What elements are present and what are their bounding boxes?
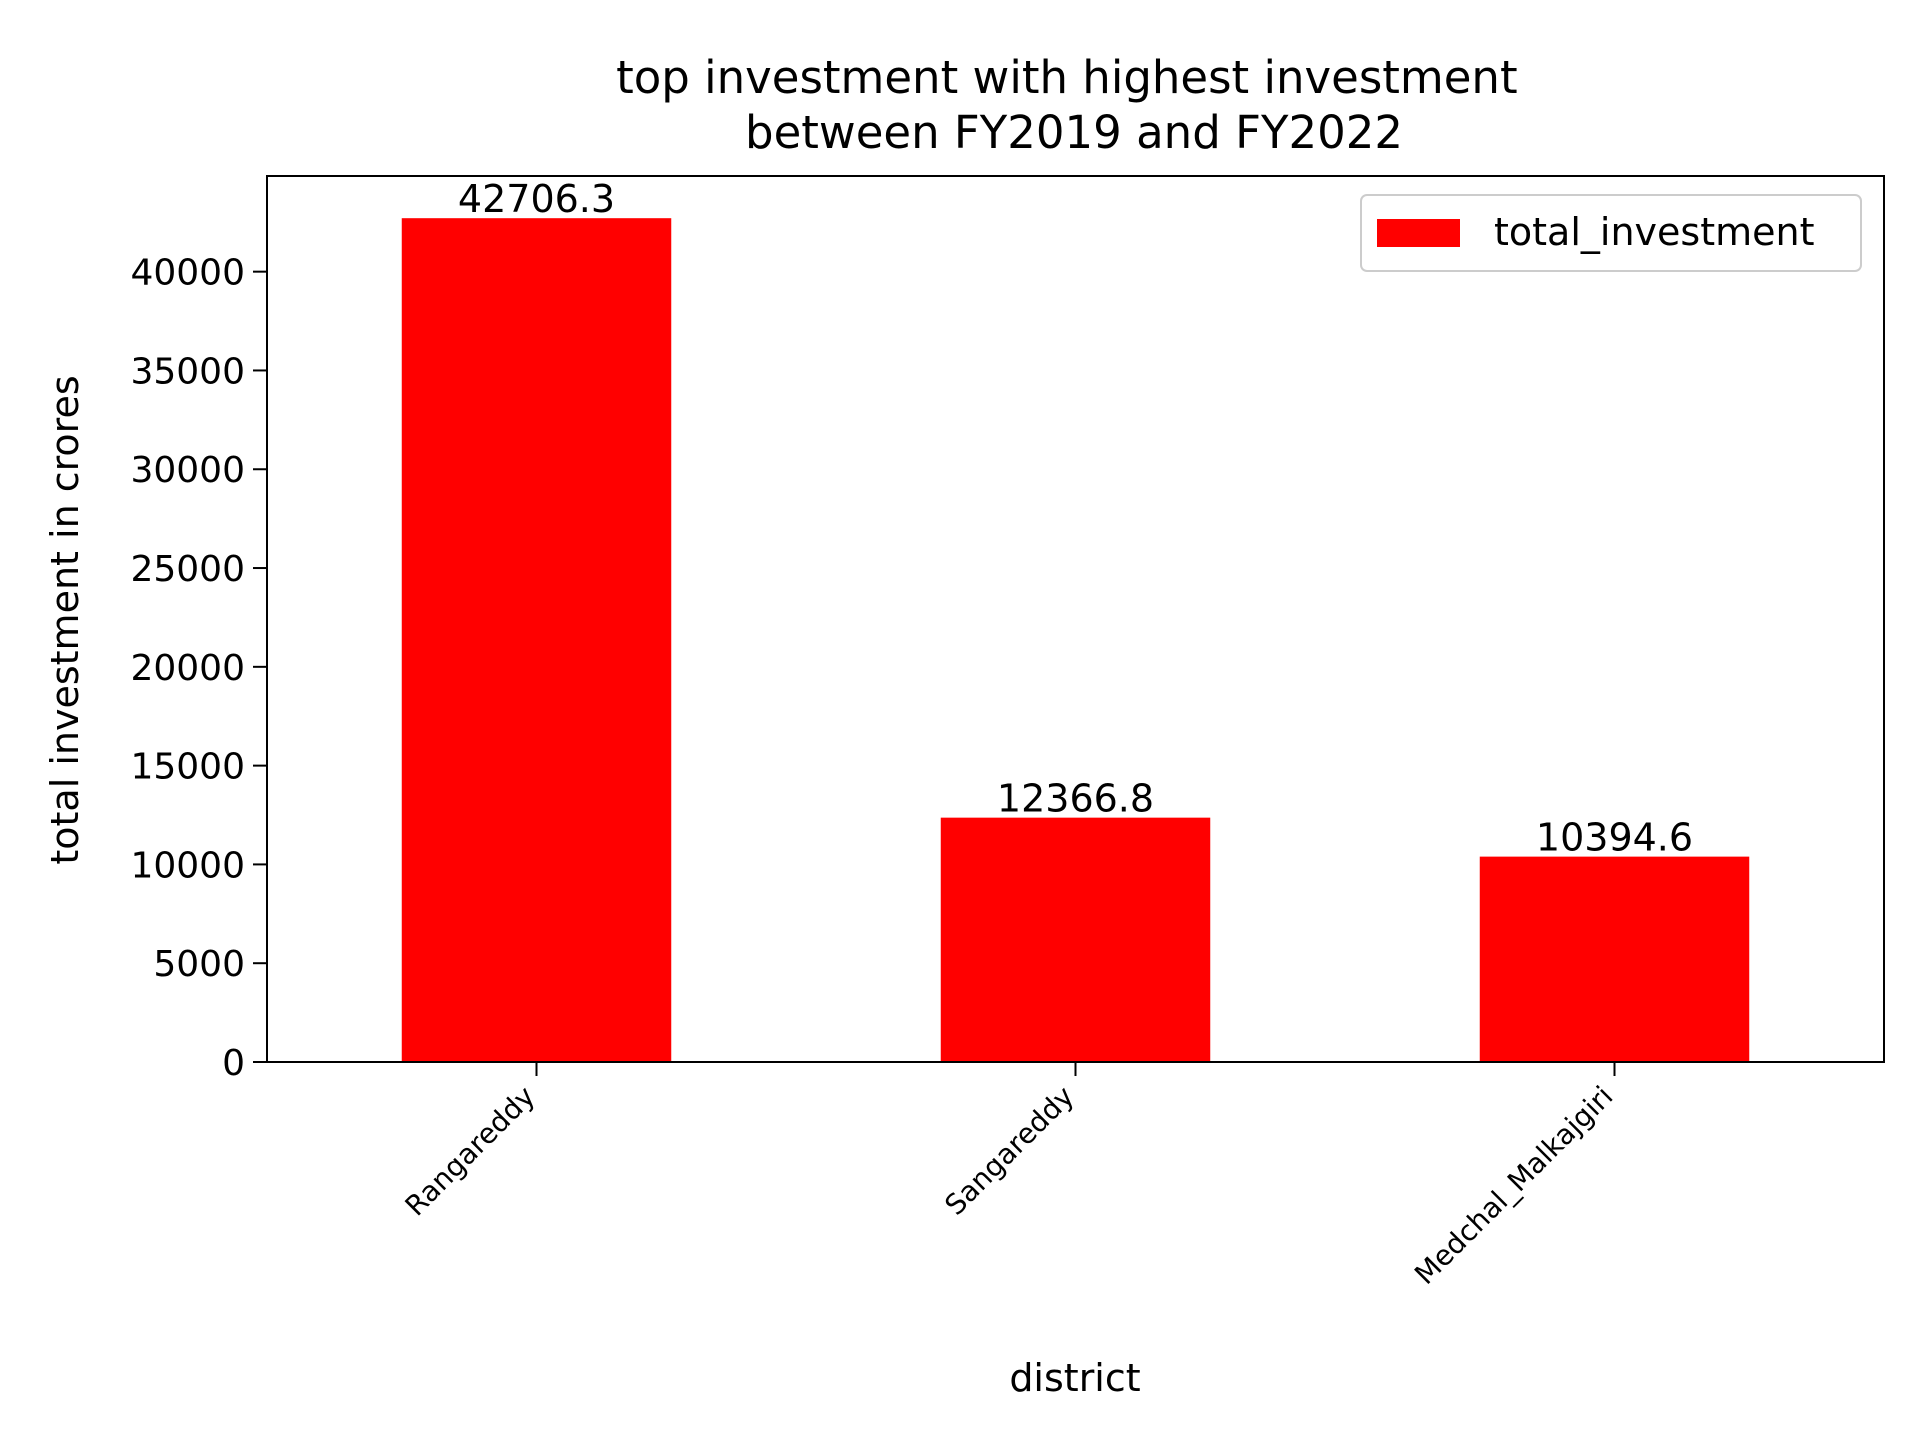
plot-area: 42706.3 12366.8 10394.6: [266, 175, 1885, 1063]
y-tick-label-8: 40000: [130, 253, 245, 294]
y-axis: 0 5000 10000 15000 20000 25000 30000 35000 40000: [130, 253, 267, 1084]
y-tick-label-4: 20000: [130, 648, 245, 689]
data-label-0: 42706.3: [458, 177, 615, 221]
bar-1: [940, 817, 1211, 1062]
y-tick-label-2: 10000: [130, 845, 245, 886]
legend-label: total_investment: [1494, 210, 1814, 254]
y-tick-label-5: 25000: [130, 549, 245, 590]
x-axis-label: district: [1009, 1356, 1140, 1400]
y-tick-label-3: 15000: [130, 747, 245, 788]
data-label-1: 12366.8: [997, 777, 1154, 821]
legend-swatch: [1377, 219, 1460, 247]
chart-title: top investment with highest investment b…: [616, 51, 1532, 159]
y-axis-label: total investment in crores: [43, 375, 87, 864]
legend-box: [1360, 194, 1862, 272]
y-tick-label-0: 0: [222, 1043, 245, 1084]
chart-title-line-1: top investment with highest investment: [616, 51, 1518, 104]
y-tick-label-7: 35000: [130, 351, 245, 392]
y-tick-label-1: 5000: [153, 944, 245, 985]
bars-group: [401, 218, 1750, 1063]
bar-2: [1479, 856, 1750, 1062]
bar-0: [401, 218, 672, 1063]
data-labels-group: 42706.3 12366.8 10394.6: [458, 177, 1693, 859]
data-label-2: 10394.6: [1536, 816, 1693, 860]
y-tick-label-6: 30000: [130, 450, 245, 491]
chart-title-line-2: between FY2019 and FY2022: [745, 106, 1403, 159]
legend: total_investment: [1360, 194, 1862, 272]
